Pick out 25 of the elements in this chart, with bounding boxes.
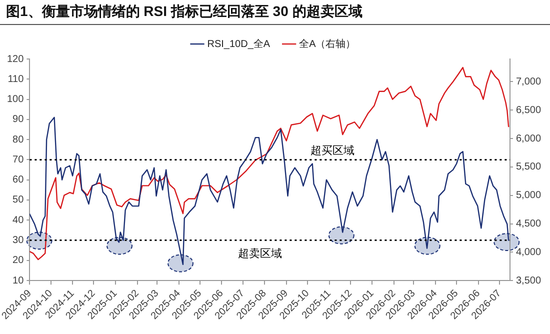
y-tick-label: 50 bbox=[12, 194, 24, 206]
y2-tick-label: 4,000 bbox=[516, 246, 542, 258]
y2-tick-label: 5,000 bbox=[516, 190, 542, 202]
y-tick-label: 20 bbox=[12, 255, 24, 266]
y-tick-label: 40 bbox=[12, 214, 24, 226]
y-tick-label: 90 bbox=[12, 114, 24, 126]
y-tick-label: 30 bbox=[12, 235, 24, 246]
y2-tick-label: 7,000 bbox=[516, 76, 542, 88]
ref-line-label: 超卖区域 bbox=[238, 246, 282, 260]
y2-tick-label: 5,500 bbox=[516, 162, 542, 173]
y2-tick-label: 6,000 bbox=[516, 133, 542, 144]
y2-tick-label: 4,500 bbox=[516, 218, 542, 230]
ref-line-label: 超买区域 bbox=[310, 144, 354, 158]
y-tick-label: 110 bbox=[8, 74, 24, 85]
y-tick-label: 10 bbox=[12, 275, 24, 286]
chart-title: 图1、衡量市场情绪的 RSI 指标已经回落至 30 的超卖区域 bbox=[0, 0, 550, 25]
y-tick-label: 70 bbox=[12, 154, 24, 166]
y2-tick-label: 3,500 bbox=[516, 275, 542, 286]
y-tick-label: 120 bbox=[6, 54, 24, 65]
y-tick-label: 100 bbox=[6, 94, 24, 106]
y-tick-label: 80 bbox=[12, 134, 24, 146]
y2-tick-label: 6,500 bbox=[516, 104, 542, 116]
legend-label: RSI_10D_全A bbox=[207, 38, 270, 50]
y-tick-label: 60 bbox=[12, 174, 24, 186]
legend-label: 全A（右轴） bbox=[299, 38, 356, 50]
